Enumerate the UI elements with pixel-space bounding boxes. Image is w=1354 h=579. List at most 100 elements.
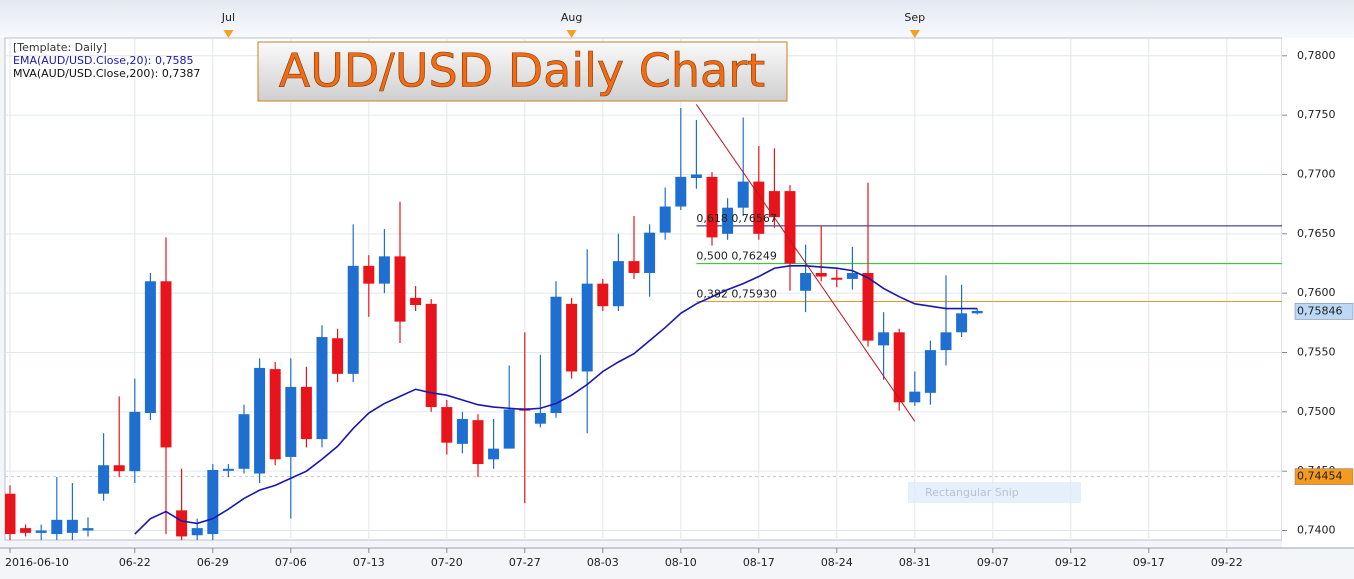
candle-body	[113, 465, 125, 472]
candle-body	[394, 256, 406, 322]
candle-body	[737, 181, 749, 208]
candle-body	[378, 256, 390, 284]
candle-body	[534, 413, 546, 424]
x-tick-label: 2016-06-10	[5, 556, 69, 569]
candle-body	[20, 528, 32, 533]
candle-body	[191, 528, 203, 536]
candle-body	[831, 277, 843, 280]
x-tick-label: 08-17	[743, 556, 775, 569]
candle-body	[550, 296, 562, 414]
x-tick-label: 07-27	[509, 556, 541, 569]
candle-body	[956, 313, 968, 333]
candle-body	[924, 350, 936, 393]
y-tick-label: 0,7500	[1297, 405, 1336, 418]
candle-body	[347, 265, 359, 374]
candle-body	[753, 181, 765, 234]
x-tick-label: 08-31	[899, 556, 931, 569]
candle-body	[971, 310, 983, 314]
month-marker	[566, 30, 577, 38]
marks	[5, 104, 1282, 540]
candle-body	[706, 176, 718, 238]
right-axis-band	[1282, 38, 1354, 548]
candle-body	[940, 332, 952, 351]
price-tag-label: 0,75846	[1297, 304, 1343, 317]
candle-body	[581, 283, 593, 372]
candle-body	[768, 191, 780, 218]
candle-body	[425, 303, 437, 408]
candle-body	[332, 338, 344, 374]
x-tick-label: 07-20	[431, 556, 463, 569]
candle-body	[659, 206, 671, 233]
month-marker	[223, 30, 234, 38]
x-tick-label: 08-10	[665, 556, 697, 569]
x-tick-label: 09-22	[1211, 556, 1243, 569]
candle-body	[363, 265, 375, 284]
candle-body	[472, 420, 484, 465]
y-tick-label: 0,7400	[1297, 524, 1336, 537]
candle-body	[254, 367, 266, 474]
month-label: Jul	[221, 11, 235, 24]
month-label: Aug	[561, 11, 582, 24]
candle-body	[566, 303, 578, 372]
candle-body	[690, 174, 702, 179]
y-tick-label: 0,7600	[1297, 286, 1336, 299]
candle-body	[488, 448, 500, 460]
candle-body	[410, 297, 422, 306]
candle-body	[612, 261, 624, 307]
y-tick-label: 0,7700	[1297, 167, 1336, 180]
x-tick-label: 09-07	[977, 556, 1009, 569]
candle-body	[800, 272, 812, 291]
labels: 0,74000,74500,75000,75500,76000,76500,77…	[5, 11, 1354, 569]
candle-body	[176, 510, 188, 537]
x-tick-label: 08-24	[821, 556, 853, 569]
x-tick-label: 07-06	[275, 556, 307, 569]
candle-body	[878, 332, 890, 346]
candle-body	[644, 232, 656, 273]
candle-body	[300, 386, 312, 440]
legend-entry: EMA(AUD/USD.Close,20): 0,7585	[13, 54, 193, 67]
price-tag	[1294, 303, 1354, 320]
candle-body	[35, 530, 47, 533]
top-axis-band	[0, 0, 1354, 38]
y-tick-label: 0,7550	[1297, 345, 1336, 358]
x-tick-label: 07-13	[353, 556, 385, 569]
legend-header: [Template: Daily]	[13, 41, 107, 54]
candle-body	[129, 411, 141, 472]
candle-body	[285, 386, 297, 457]
candle-body	[269, 369, 281, 460]
candle-body	[144, 281, 156, 414]
candle-body	[722, 207, 734, 234]
candle-body	[441, 407, 453, 443]
fib-label: 0,382 0,75930	[696, 287, 776, 300]
candle-body	[66, 519, 78, 533]
fib-label: 0,500 0,76249	[696, 250, 776, 263]
candle-body	[628, 261, 640, 273]
candle-body	[82, 528, 94, 531]
overlay-text: Rectangular Snip	[925, 486, 1019, 499]
candle-body	[5, 493, 16, 535]
y-tick-label: 0,7750	[1297, 108, 1336, 121]
x-tick-label: 09-12	[1055, 556, 1087, 569]
overlay-box	[908, 482, 1081, 503]
price-tag	[1294, 468, 1354, 485]
candle-body	[815, 272, 827, 277]
price-tag-label: 0,74454	[1297, 470, 1343, 483]
candle-body	[846, 272, 858, 279]
fib-label: 0,618 0,76567	[696, 212, 776, 225]
candle-body	[238, 414, 250, 469]
candle-body	[597, 283, 609, 307]
month-label: Sep	[904, 11, 925, 24]
legend-entry: MVA(AUD/USD.Close,200): 0,7387	[13, 67, 200, 80]
ema-line	[134, 265, 978, 535]
x-tick-label: 06-22	[119, 556, 151, 569]
candle-body	[456, 418, 468, 444]
candle-body	[222, 468, 234, 471]
x-tick-label: 06-29	[197, 556, 229, 569]
x-tick-label: 08-03	[587, 556, 619, 569]
candle-body	[862, 272, 874, 341]
trendline	[695, 104, 916, 422]
candle-body	[316, 337, 328, 440]
title-box	[257, 41, 788, 102]
candle-body	[51, 519, 63, 535]
